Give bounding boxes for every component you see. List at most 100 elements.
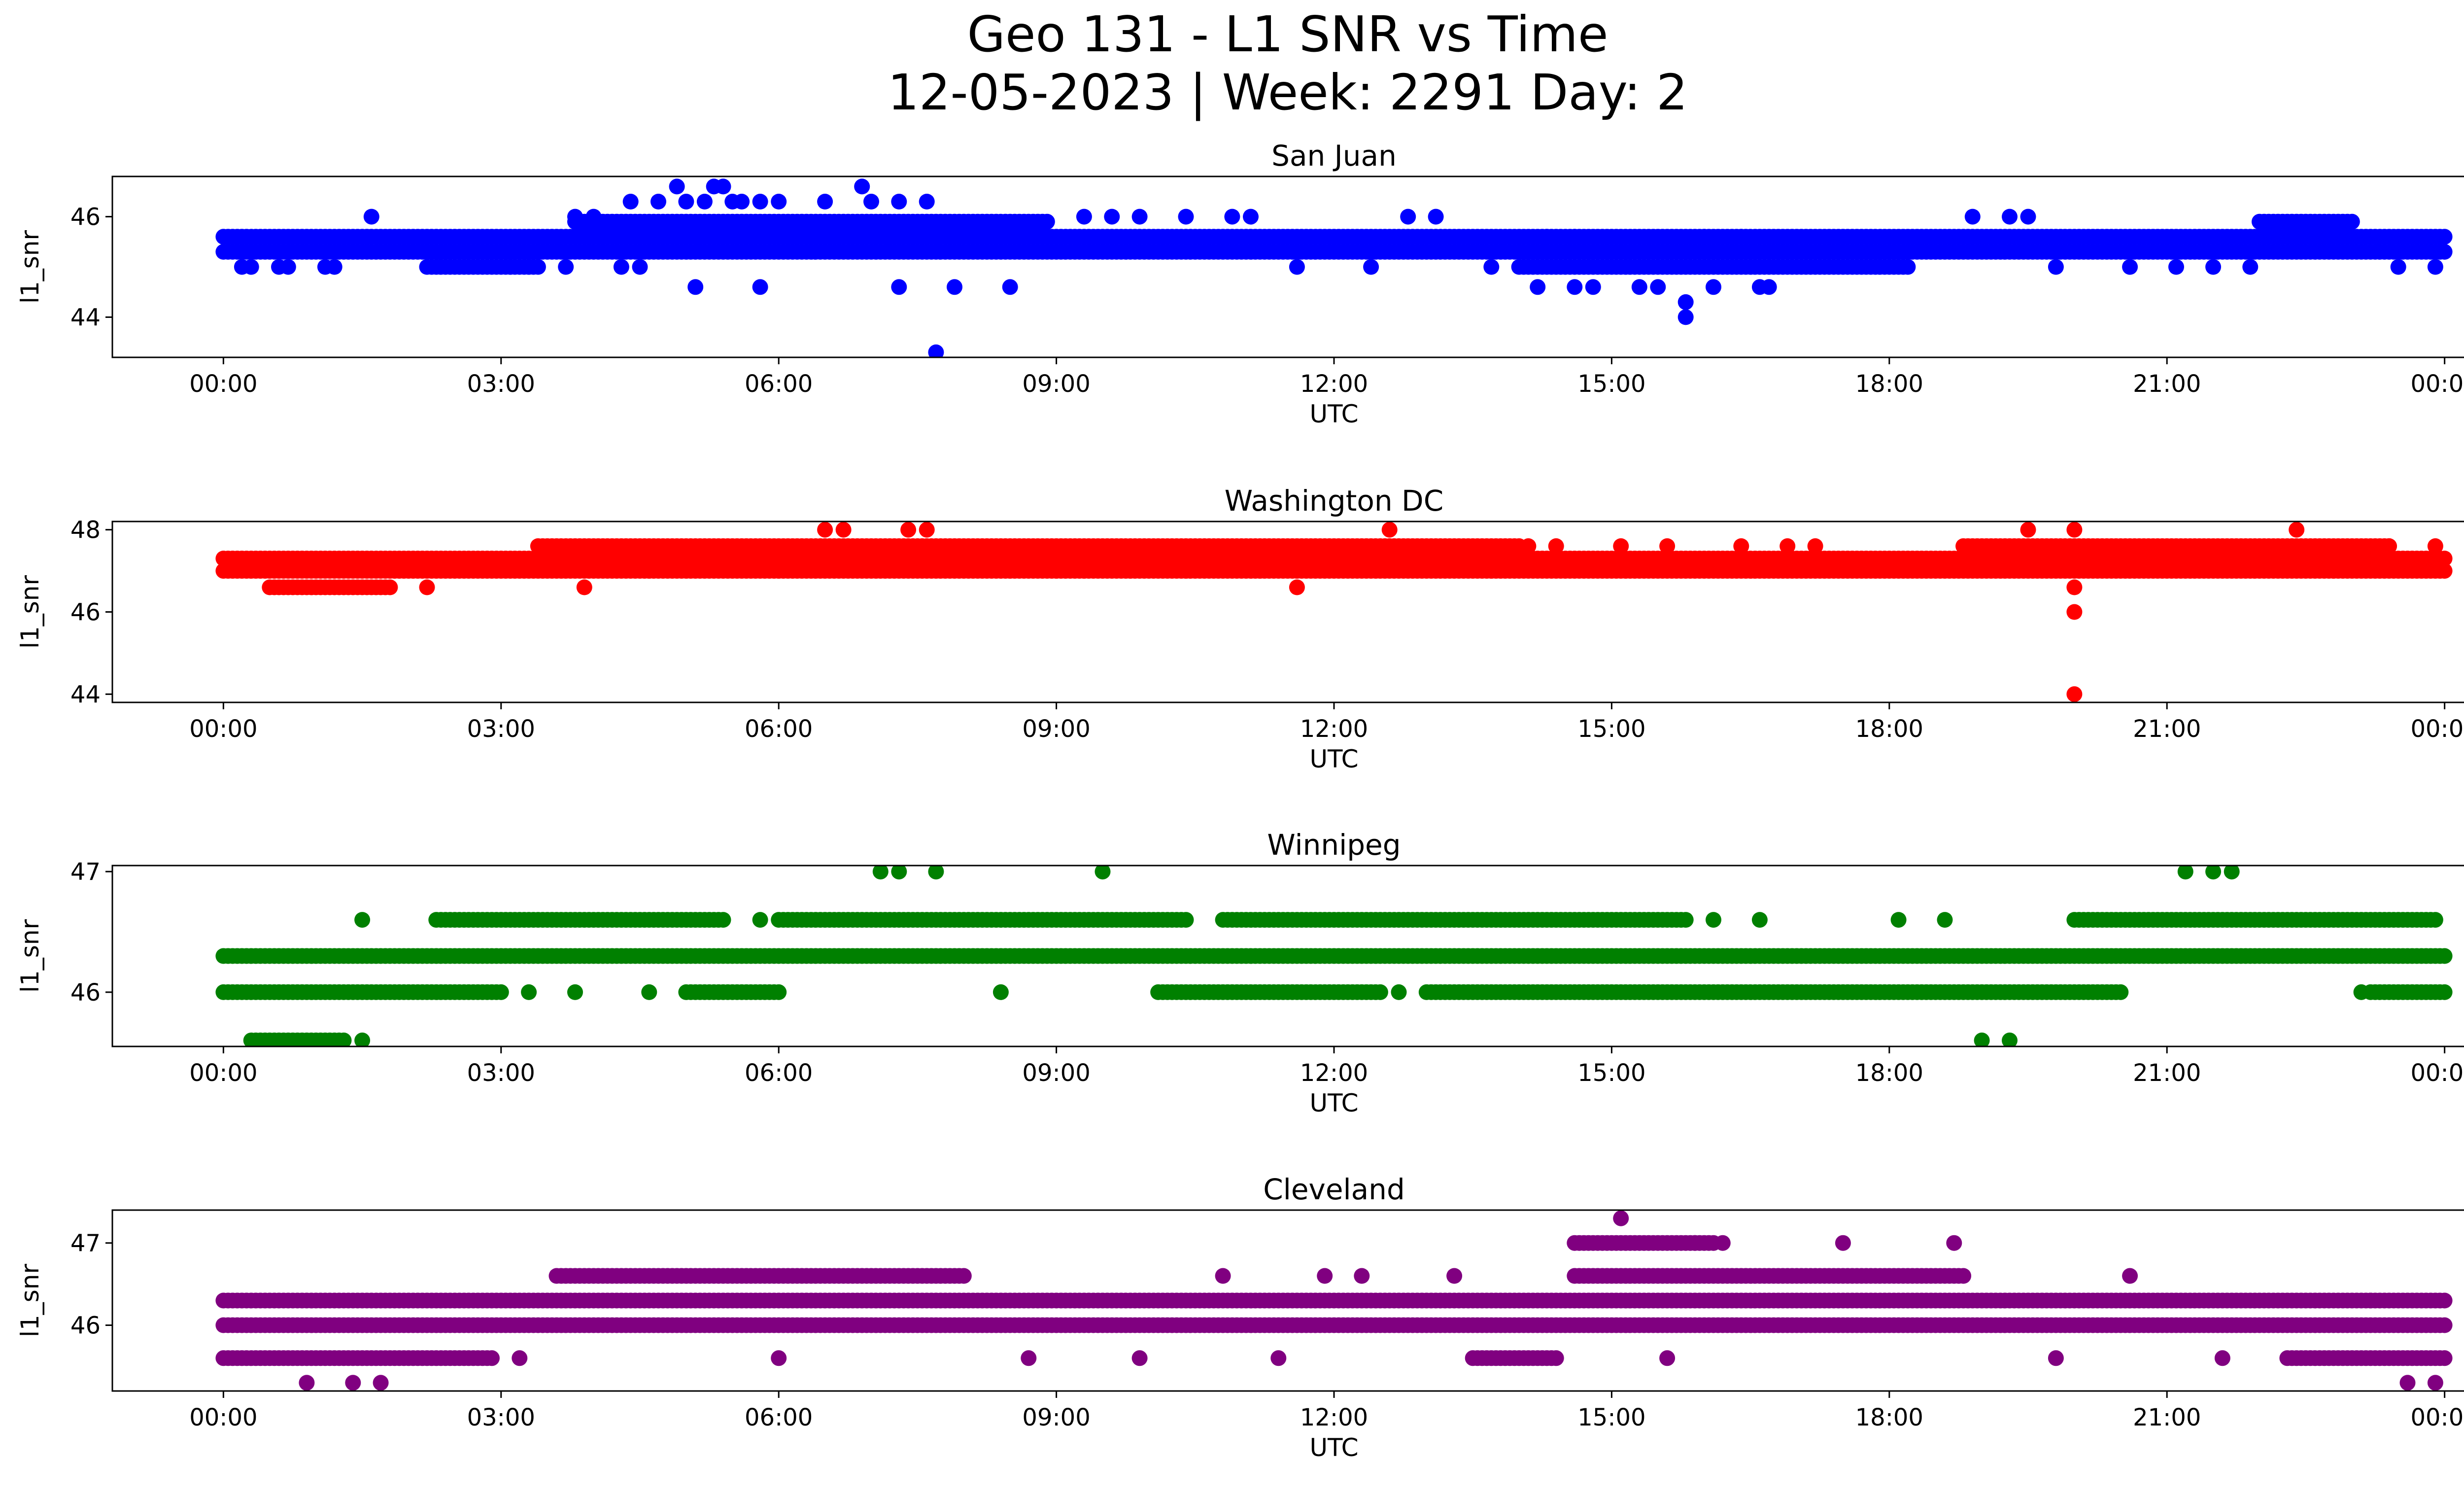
data-point (1706, 279, 1721, 295)
point-band (215, 243, 2453, 260)
data-point (280, 259, 296, 275)
data-point (1733, 538, 1749, 554)
data-point (1076, 563, 1092, 579)
data-point (1751, 912, 1768, 928)
x-tick-label: 00:00 (2410, 715, 2464, 743)
data-point (1372, 984, 1388, 1000)
point-band (428, 912, 731, 928)
data-point (956, 1268, 972, 1284)
data-point (1677, 294, 1694, 310)
data-point (1224, 209, 1240, 225)
point-band (215, 1317, 2453, 1333)
data-point (715, 178, 731, 195)
figure-title-line2: 12-05-2023 | Week: 2291 Day: 2 (888, 64, 1687, 121)
data-point (1483, 563, 1500, 579)
data-point (2436, 1292, 2453, 1309)
data-point (1696, 229, 1712, 245)
data-point (2289, 522, 2305, 538)
x-axis-label: UTC (1309, 1089, 1358, 1117)
data-point (641, 563, 657, 579)
data-point (771, 984, 787, 1000)
subplot-title: Cleveland (1263, 1173, 1405, 1206)
data-point (1400, 209, 1416, 225)
data-point (2436, 229, 2453, 245)
data-point (1178, 912, 1194, 928)
data-point (2205, 866, 2222, 880)
data-point (835, 522, 852, 538)
scatter-points (215, 522, 2453, 702)
figure-title-line1: Geo 131 - L1 SNR vs Time (967, 5, 1608, 63)
data-point (363, 209, 379, 225)
data-point (1677, 309, 1694, 325)
data-point (900, 522, 917, 538)
data-point (1530, 279, 1546, 295)
data-point (1048, 563, 1064, 579)
x-tick-label: 18:00 (1855, 1059, 1923, 1087)
data-point (567, 984, 583, 1000)
x-axis-label: UTC (1309, 400, 1358, 428)
data-point (2427, 538, 2443, 554)
point-band (530, 538, 1527, 554)
data-point (1974, 1032, 1990, 1046)
data-point (715, 912, 731, 928)
y-tick-label: 46 (70, 599, 101, 626)
data-point (641, 984, 657, 1000)
scatter-points (215, 866, 2453, 1046)
data-point (1095, 866, 1111, 880)
point-band (1150, 984, 1388, 1000)
x-tick-label: 00:00 (189, 715, 257, 743)
x-tick-label: 12:00 (1300, 370, 1368, 398)
point-band (1567, 1268, 1972, 1284)
data-point (1104, 209, 1120, 225)
data-point (521, 984, 537, 1000)
x-tick-label: 00:00 (2410, 370, 2464, 398)
data-point (576, 579, 592, 595)
x-tick-label: 00:00 (2410, 1059, 2464, 1087)
x-tick-label: 06:00 (745, 370, 813, 398)
data-point (2427, 259, 2443, 275)
data-point (632, 259, 648, 275)
data-point (1613, 538, 1629, 554)
data-point (2242, 259, 2259, 275)
data-point (1567, 279, 1583, 295)
data-point (891, 279, 907, 295)
data-point (1252, 563, 1268, 579)
point-band (2066, 912, 2443, 928)
point-band (215, 563, 2453, 579)
x-tick-label: 06:00 (745, 715, 813, 743)
data-point (687, 279, 704, 295)
data-point (1677, 912, 1694, 928)
data-point (1807, 538, 1823, 554)
point-band (215, 229, 2453, 245)
data-point (919, 522, 935, 538)
data-point (336, 1032, 352, 1046)
point-band (2362, 984, 2453, 1000)
point-band (1418, 984, 2129, 1000)
point-band (215, 1292, 2453, 1309)
data-point (734, 194, 750, 209)
data-point (521, 259, 537, 275)
data-point (2390, 259, 2406, 275)
data-point (650, 194, 666, 209)
data-point (992, 984, 1009, 1000)
point-band (262, 579, 398, 595)
x-tick-label: 03:00 (467, 370, 535, 398)
scatter-points (215, 1210, 2453, 1391)
data-point (928, 866, 944, 880)
data-point (872, 866, 889, 880)
data-point (1122, 563, 1138, 579)
x-tick-label: 03:00 (467, 1059, 535, 1087)
x-tick-label: 09:00 (1022, 1059, 1090, 1087)
data-point (2066, 604, 2083, 620)
data-point (1428, 209, 1444, 225)
data-point (2436, 948, 2453, 964)
x-tick-label: 00:00 (189, 370, 257, 398)
x-tick-label: 00:00 (189, 1059, 257, 1087)
data-point (752, 194, 768, 209)
x-tick-label: 09:00 (1022, 715, 1090, 743)
data-point (1548, 538, 1564, 554)
data-point (2353, 984, 2369, 1000)
